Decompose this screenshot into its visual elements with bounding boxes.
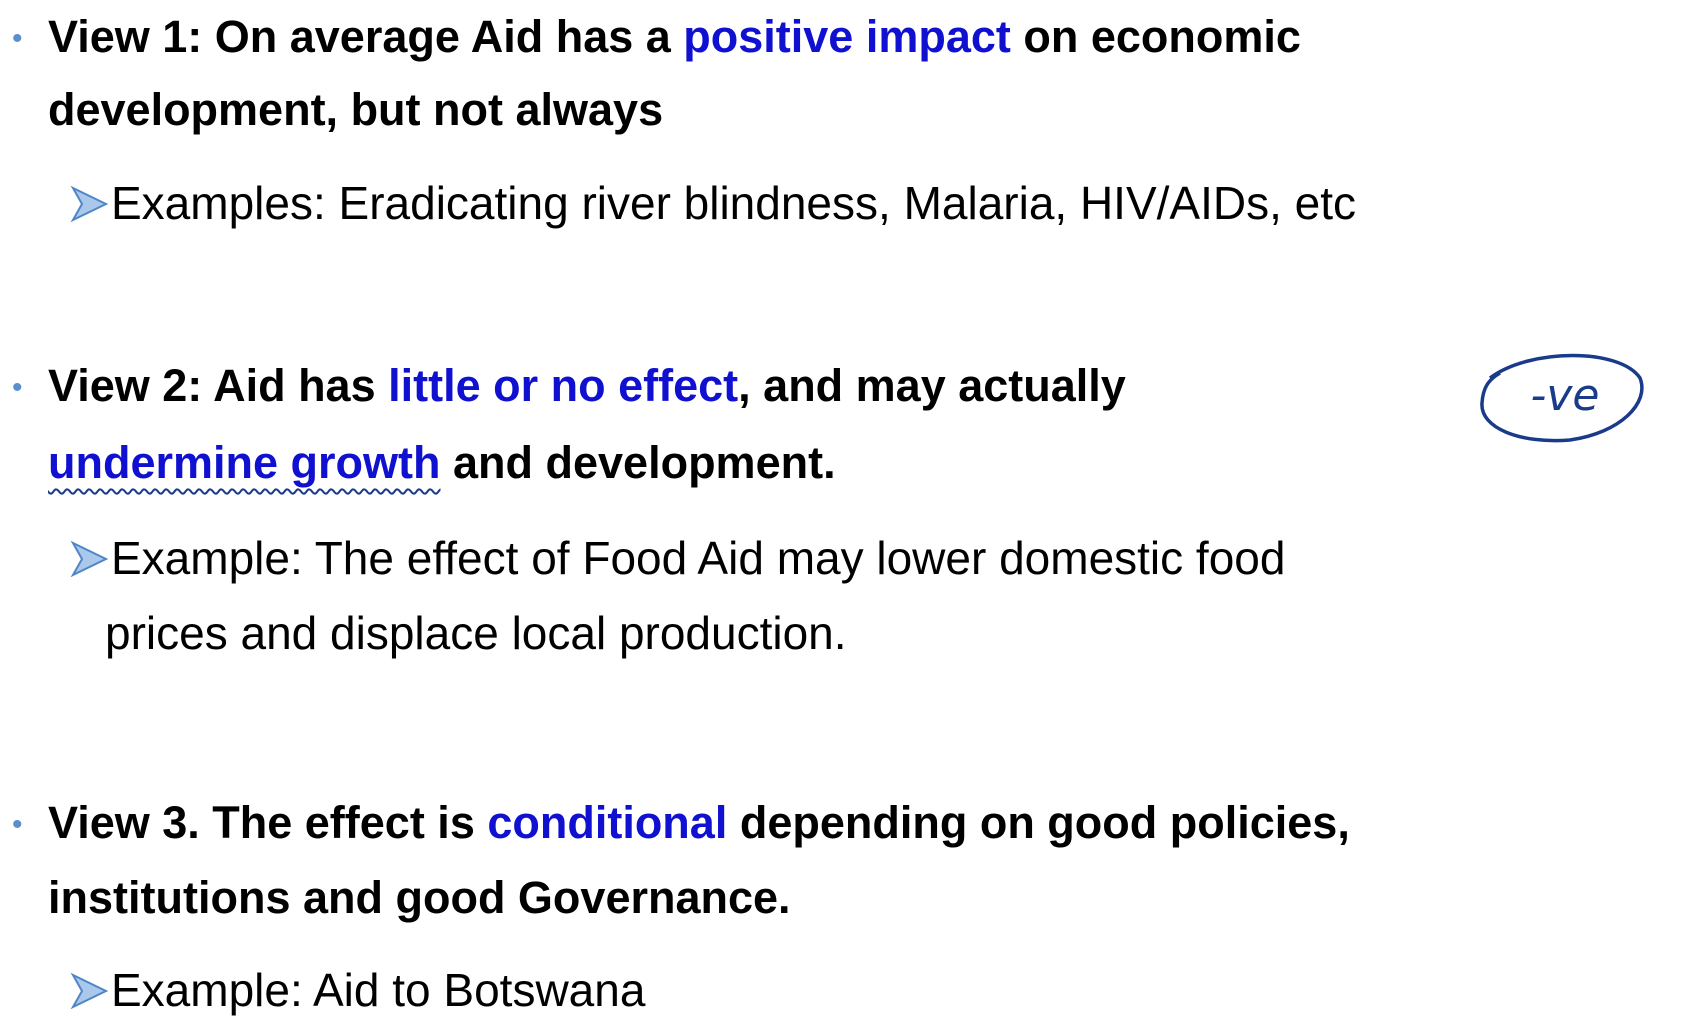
sub-bullet <box>70 540 109 578</box>
sub-bullet <box>70 972 109 1010</box>
example-line: prices and displace local production. <box>105 607 847 659</box>
text: View 1: On average Aid has a <box>48 11 684 62</box>
example-line: Examples: Eradicating river blindness, M… <box>111 177 1357 229</box>
annotation-circle <box>1480 353 1644 443</box>
emphasized-text: conditional <box>487 797 728 848</box>
text: View 3. The effect is <box>48 797 488 848</box>
emphasized-text: little or no effect <box>388 360 739 411</box>
bullet: • <box>12 22 23 55</box>
sub-bullet <box>70 185 109 223</box>
point-line: View 1: On average Aid has a positive im… <box>48 14 1301 59</box>
text: depending on good policies, <box>727 797 1350 848</box>
point-line: development, but not always <box>48 87 663 132</box>
point-line: View 3. The effect is conditional depend… <box>48 800 1350 845</box>
annotation-text: -ve <box>1531 370 1600 421</box>
text: and development. <box>440 437 836 488</box>
bullet: • <box>12 371 23 404</box>
handwritten-annotation: -ve <box>1480 353 1644 443</box>
text: institutions and good Governance. <box>48 872 791 923</box>
arrow-shape <box>70 185 109 223</box>
text: on economic <box>1010 11 1301 62</box>
point-line: View 2: Aid has little or no effect, and… <box>48 363 1126 408</box>
example-line: Example: Aid to Botswana <box>111 964 646 1016</box>
arrow-shape <box>70 540 109 578</box>
text: View 2: Aid has <box>48 360 389 411</box>
example-line: Example: The effect of Food Aid may lowe… <box>111 532 1286 584</box>
text: , and may actually <box>738 360 1126 411</box>
emphasized-text: positive impact <box>683 11 1011 62</box>
text: development, but not always <box>48 84 664 135</box>
arrow-shape <box>70 972 109 1010</box>
emphasized-text: undermine growth <box>48 437 441 488</box>
bullet: • <box>12 808 23 841</box>
point-line: institutions and good Governance. <box>48 875 791 920</box>
point-line: undermine growth and development. <box>48 440 836 485</box>
